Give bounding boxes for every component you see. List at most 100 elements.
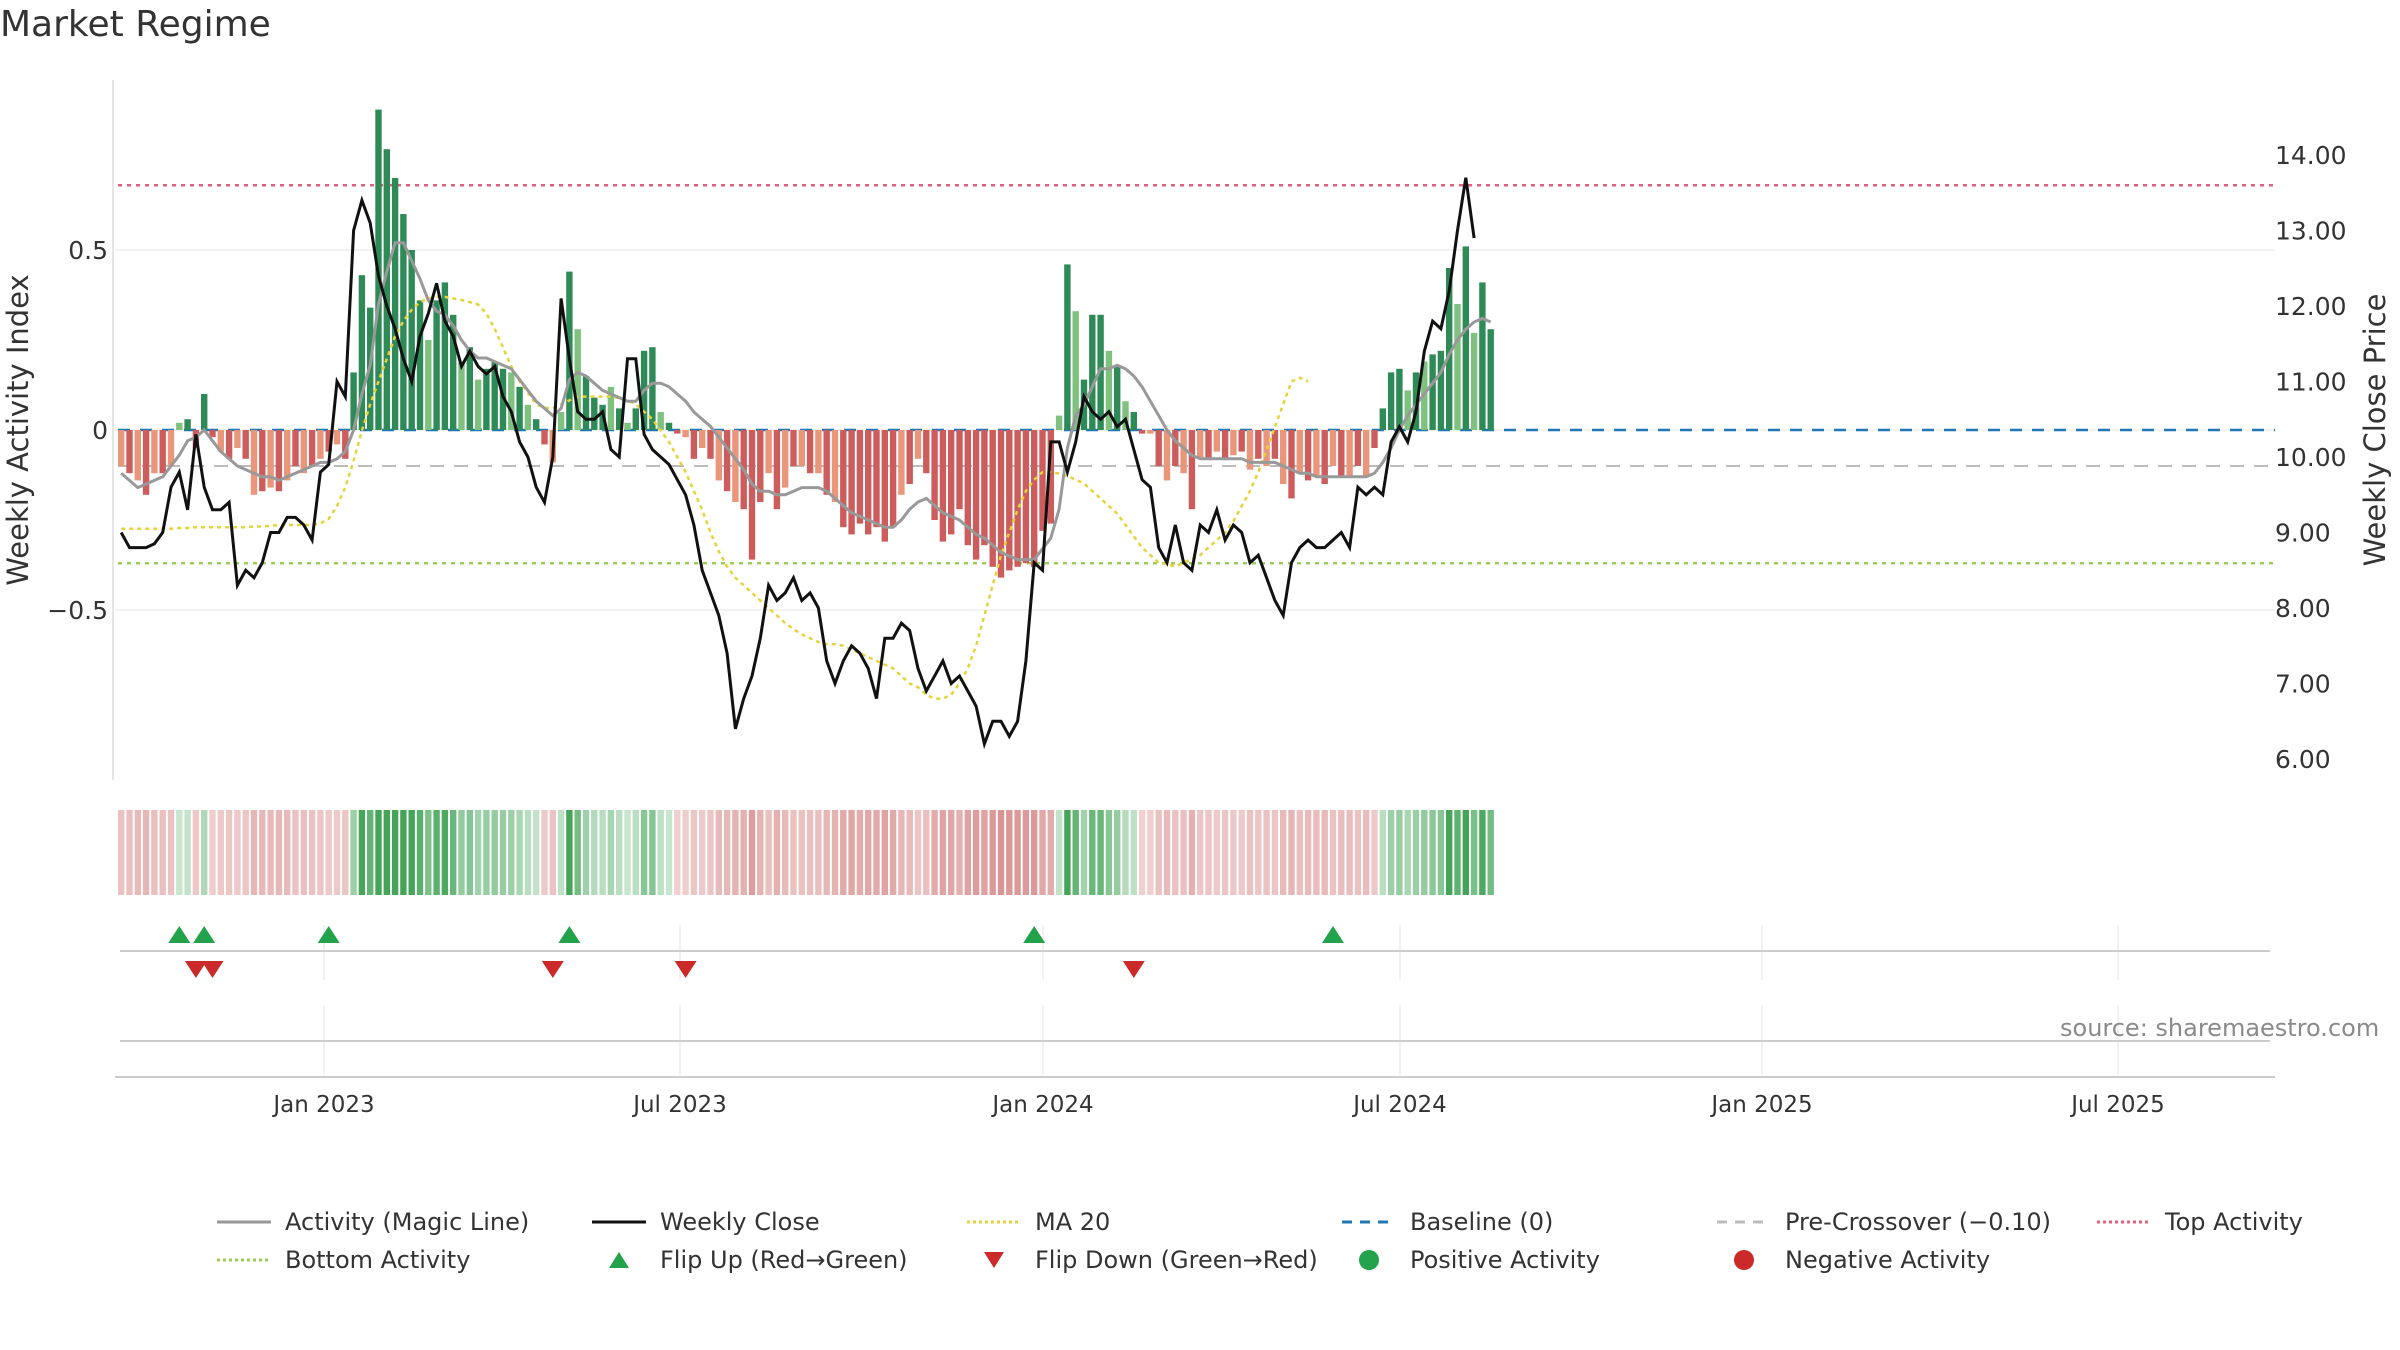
regime-strip-cell xyxy=(342,810,349,895)
regime-strip-cell xyxy=(209,810,216,895)
activity-bar xyxy=(972,430,980,560)
activity-bar xyxy=(126,430,133,474)
legend-swatch xyxy=(2097,1220,2151,1224)
activity-bar xyxy=(201,394,208,430)
regime-strip-cell xyxy=(914,810,922,895)
activity-bar xyxy=(425,340,432,430)
regime-strip-cell xyxy=(516,810,523,895)
regime-strip-cell xyxy=(242,810,249,895)
regime-strip-cell xyxy=(217,810,224,895)
activity-bar xyxy=(923,430,930,474)
activity-bar xyxy=(848,430,855,535)
regime-strip-cell xyxy=(225,810,233,895)
regime-strip-cell xyxy=(425,810,432,895)
regime-strip-cell xyxy=(1462,810,1469,895)
activity-bar xyxy=(466,347,473,430)
right-tick-label: 10.00 xyxy=(2275,443,2347,472)
legend-label: Flip Up (Red→Green) xyxy=(660,1246,908,1274)
activity-bar xyxy=(391,178,399,430)
activity-bar xyxy=(1470,332,1478,430)
activity-bar xyxy=(483,368,490,430)
activity-bar xyxy=(1230,430,1237,456)
activity-bar xyxy=(250,430,258,495)
regime-strip-cell xyxy=(474,810,482,895)
activity-bar xyxy=(383,149,390,430)
activity-bar xyxy=(1180,430,1187,474)
activity-bar xyxy=(715,430,722,481)
legend-label: Flip Down (Green→Red) xyxy=(1035,1246,1318,1274)
legend-item: Activity (Magic Line) xyxy=(215,1207,529,1237)
activity-bar xyxy=(358,275,366,430)
activity-bar xyxy=(748,430,756,560)
legend-label: Baseline (0) xyxy=(1410,1208,1554,1236)
activity-bar xyxy=(1039,430,1046,531)
regime-strip-cell xyxy=(1122,810,1129,895)
regime-strip-cell xyxy=(607,810,615,895)
activity-bar xyxy=(1454,304,1461,430)
activity-bar xyxy=(458,361,465,430)
legend-label: Negative Activity xyxy=(1785,1246,1991,1274)
regime-strip-cell xyxy=(699,810,706,895)
regime-strip-cell xyxy=(948,810,955,895)
activity-bar xyxy=(1022,430,1030,564)
activity-bar xyxy=(1462,246,1469,430)
regime-strip-cell xyxy=(1147,810,1154,895)
regime-strip-cell xyxy=(1346,810,1353,895)
activity-bar xyxy=(317,430,324,459)
activity-bar xyxy=(209,430,216,438)
regime-strip-cell xyxy=(1230,810,1237,895)
weekly-close-line xyxy=(119,177,1476,750)
regime-strip-cell xyxy=(848,810,855,895)
regime-strip-cell xyxy=(674,810,681,895)
regime-strip-cell xyxy=(1205,810,1212,895)
activity-bar xyxy=(1172,430,1179,466)
legend-label: Top Activity xyxy=(2165,1208,2303,1236)
regime-strip-cell xyxy=(1014,810,1021,895)
activity-bar xyxy=(176,422,183,430)
activity-bar xyxy=(1114,365,1121,430)
right-tick-label: 6.00 xyxy=(2275,745,2331,774)
activity-bar xyxy=(1147,430,1154,434)
right-tick-label: 12.00 xyxy=(2275,292,2347,321)
activity-bar xyxy=(765,430,772,474)
activity-bar xyxy=(275,430,283,492)
activity-bar xyxy=(815,430,822,474)
activity-bar xyxy=(1197,430,1204,459)
regime-strip-cell xyxy=(773,810,781,895)
regime-strip-cell xyxy=(159,810,166,895)
regime-strip-cell xyxy=(1280,810,1287,895)
regime-strip-cell xyxy=(201,810,208,895)
legend-item: MA 20 xyxy=(965,1207,1110,1237)
activity-bar xyxy=(682,430,689,438)
regime-strip-cell xyxy=(1429,810,1436,895)
regime-strip-cell xyxy=(466,810,473,895)
regime-strip-cell xyxy=(1288,810,1295,895)
x-tick-label: Jan 2023 xyxy=(271,1092,374,1118)
x-tick-label: Jul 2023 xyxy=(631,1092,727,1118)
regime-strip-cell xyxy=(790,810,797,895)
flip-up-marker xyxy=(1322,926,1344,943)
regime-strip-cell xyxy=(1404,810,1411,895)
regime-strip-cell xyxy=(707,810,714,895)
regime-strip-cell xyxy=(1246,810,1254,895)
activity-bar xyxy=(557,412,565,430)
regime-strip-cell xyxy=(757,810,764,895)
activity-bar xyxy=(931,430,938,520)
regime-strip-cell xyxy=(898,810,905,895)
activity-bar xyxy=(1487,329,1494,430)
regime-strip-cell xyxy=(997,810,1005,895)
legend-item: Top Activity xyxy=(2095,1207,2303,1237)
regime-strip-cell xyxy=(383,810,390,895)
regime-strip-cell xyxy=(939,810,947,895)
legend-label: Bottom Activity xyxy=(285,1246,471,1274)
regime-strip-cell xyxy=(1180,810,1187,895)
regime-strip-cell xyxy=(450,810,457,895)
activity-bar xyxy=(649,347,656,430)
flip-up-marker xyxy=(193,926,216,943)
regime-strip-cell xyxy=(142,810,150,895)
activity-bar xyxy=(823,430,830,495)
regime-strip-cell xyxy=(441,810,449,895)
activity-bar xyxy=(292,430,299,466)
regime-strip-cell xyxy=(1263,810,1270,895)
right-tick-label: 14.00 xyxy=(2275,141,2347,170)
